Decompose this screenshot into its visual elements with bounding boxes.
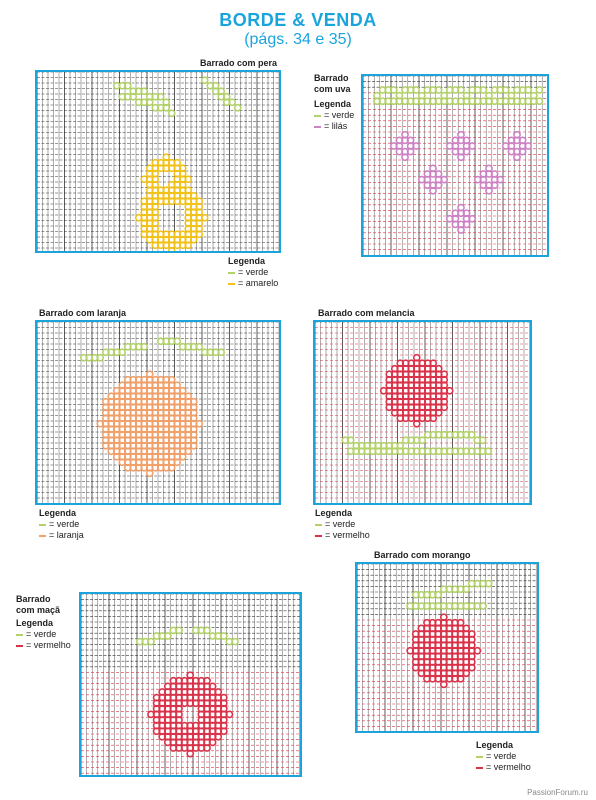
caption-laranja: Barrado com laranja: [39, 308, 127, 318]
chart-melancia: [313, 320, 532, 505]
swatch-green: [39, 523, 46, 526]
legend-item-green: = verde: [476, 751, 531, 762]
swatch-green: [16, 633, 23, 636]
swatch-lilac: [314, 125, 321, 128]
legend-item-green: = verde: [315, 519, 370, 530]
legend-item-orange: = laranja: [39, 530, 84, 541]
caption-pera: Barrado com pera: [200, 58, 278, 68]
watermark: PassionForum.ru: [527, 788, 588, 797]
caption-maca: Barrado com maçã: [16, 594, 61, 615]
motif-leaves: [79, 337, 226, 362]
swatch-orange: [39, 534, 46, 537]
swatch-red: [315, 534, 322, 537]
motif-leaves: [135, 626, 239, 646]
legend-title: Legenda: [228, 256, 266, 266]
motif-orange: [96, 370, 204, 478]
grid-lines: [315, 322, 530, 503]
motif-rind: [341, 430, 493, 456]
legend-title: Legenda: [39, 508, 77, 518]
page-title: BORDE & VENDA: [219, 10, 377, 30]
motif-vine: [373, 86, 544, 106]
motif-leaves: [406, 579, 493, 610]
legend-pera: Legenda = verde = amarelo: [228, 256, 278, 289]
swatch-green: [228, 271, 235, 274]
chart-morango: [355, 562, 539, 733]
legend-item-green: = verde: [16, 629, 71, 640]
chart-pera: [35, 70, 281, 253]
legend-title: Legenda: [315, 508, 353, 518]
swatch-yellow: [228, 282, 235, 285]
legend-title: Legenda: [476, 740, 514, 750]
swatch-red: [16, 644, 23, 647]
legend-item-green: = verde: [228, 267, 278, 278]
motif-apple: [147, 671, 234, 758]
legend-item-red: = vermelho: [315, 530, 370, 541]
legend-maca: Legenda = verde = vermelho: [16, 618, 71, 651]
legend-uva: Legenda = verde = lilás: [314, 99, 354, 132]
chart-maca: [79, 592, 302, 777]
swatch-red: [476, 766, 483, 769]
motif-watermelon: [379, 353, 454, 428]
caption-uva: Barrado com uva: [314, 73, 351, 94]
legend-melancia: Legenda = verde = vermelho: [315, 508, 370, 541]
chart-uva: [361, 74, 549, 257]
legend-morango: Legenda = verde = vermelho: [476, 740, 531, 773]
legend-laranja: Legenda = verde = laranja: [39, 508, 84, 541]
motif-leaves: [112, 76, 242, 118]
motif-pear: [134, 153, 209, 251]
caption-melancia: Barrado com melancia: [318, 308, 415, 318]
legend-item-green: = verde: [314, 110, 354, 121]
legend-item-red: = vermelho: [16, 640, 71, 651]
swatch-green: [476, 755, 483, 758]
legend-item-yellow: = amarelo: [228, 278, 278, 289]
page-subtitle: (págs. 34 e 35): [244, 31, 352, 48]
legend-item-lilac: = lilás: [314, 121, 354, 132]
motif-grapes: [389, 130, 533, 234]
legend-title: Legenda: [314, 99, 352, 109]
swatch-green: [314, 114, 321, 117]
motif-strawberry: [406, 613, 482, 689]
chart-laranja: [35, 320, 281, 505]
legend-title: Legenda: [16, 618, 54, 628]
swatch-green: [315, 523, 322, 526]
legend-item-red: = vermelho: [476, 762, 531, 773]
caption-morango: Barrado com morango: [374, 550, 471, 560]
legend-item-green: = verde: [39, 519, 84, 530]
